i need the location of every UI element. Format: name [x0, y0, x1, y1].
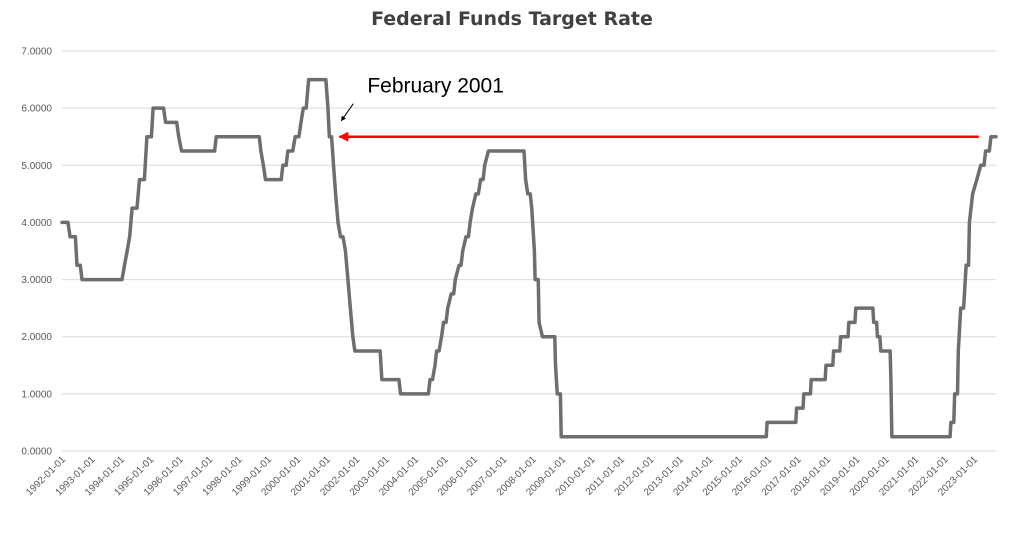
annotation-pointer-arrow — [340, 103, 354, 122]
y-tick-label: 0.0000 — [21, 447, 52, 458]
y-tick-label: 4.0000 — [21, 218, 52, 229]
y-tick-label: 1.0000 — [21, 389, 52, 400]
y-tick-label: 6.0000 — [21, 104, 52, 115]
y-axis-ticks: 0.0000 1.0000 2.0000 3.0000 4.0000 5.0000 6.00… — [21, 47, 52, 458]
series-layer — [60, 77, 998, 439]
annotation-layer: February 2001 — [338, 75, 979, 142]
y-tick-label: 5.0000 — [21, 161, 52, 172]
chart-title: Federal Funds Target Rate — [371, 8, 653, 30]
y-tick-label: 3.0000 — [21, 275, 52, 286]
gridlines — [62, 50, 996, 452]
y-tick-label: 7.0000 — [21, 47, 52, 58]
series-line — [60, 77, 998, 439]
annotation-label: February 2001 — [367, 75, 504, 98]
x-axis-ticks: 1992-01-011993-01-011994-01-011995-01-01… — [24, 454, 980, 498]
y-tick-label: 2.0000 — [21, 332, 52, 343]
